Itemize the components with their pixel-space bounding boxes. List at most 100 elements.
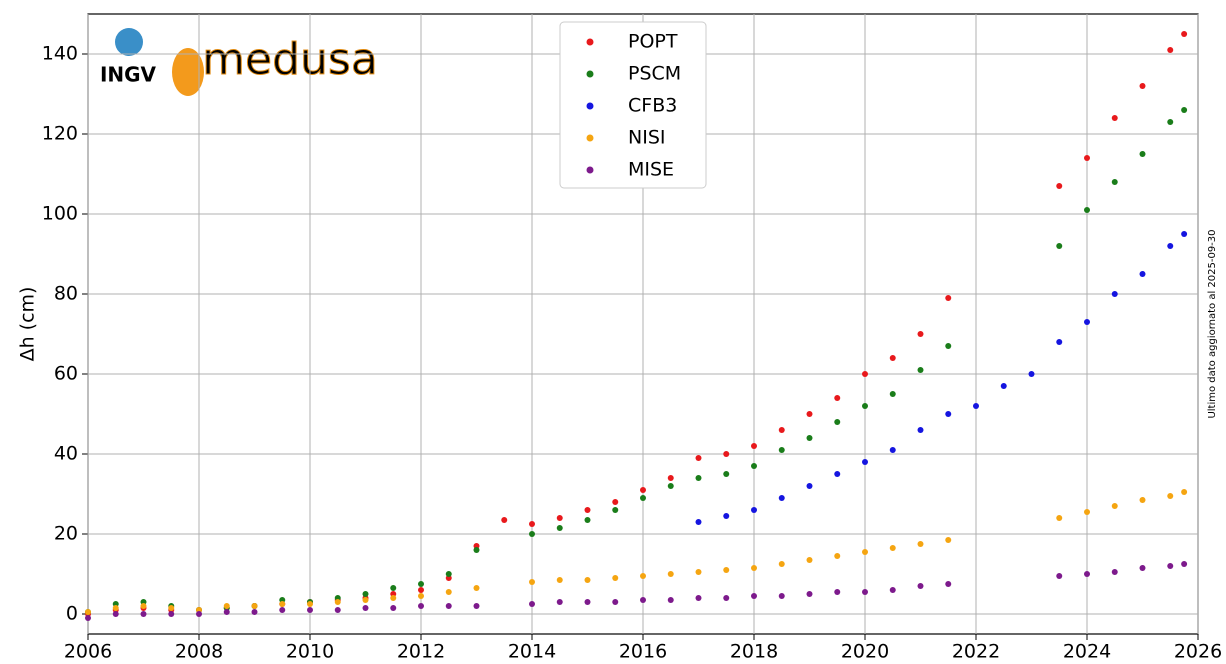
point xyxy=(362,605,369,611)
point xyxy=(695,519,702,525)
point xyxy=(806,557,813,563)
point xyxy=(1167,119,1174,125)
point xyxy=(723,567,730,573)
point xyxy=(945,343,952,349)
point xyxy=(1111,179,1118,185)
series xyxy=(85,107,1188,615)
point xyxy=(1181,31,1188,37)
point xyxy=(1167,493,1174,499)
point xyxy=(1028,371,1035,377)
point xyxy=(806,483,813,489)
point xyxy=(1084,509,1090,515)
y-axis-label: Δh (cm) xyxy=(17,287,39,362)
point xyxy=(307,601,313,607)
point xyxy=(640,487,646,493)
point xyxy=(1084,155,1090,161)
point xyxy=(834,553,841,559)
point xyxy=(862,371,868,377)
point xyxy=(529,579,535,585)
point xyxy=(612,599,619,605)
point xyxy=(279,601,286,607)
point xyxy=(418,587,424,593)
point xyxy=(778,593,785,599)
point xyxy=(501,517,508,523)
legend-box xyxy=(559,21,707,189)
point xyxy=(85,615,91,621)
legend-label: MISE xyxy=(628,159,674,181)
legend-label: NISI xyxy=(628,127,665,149)
point xyxy=(806,411,813,417)
x-tick-label: 2018 xyxy=(730,641,778,663)
point xyxy=(695,595,702,601)
point xyxy=(778,495,785,501)
point xyxy=(418,581,424,587)
point xyxy=(140,611,147,617)
logo-text: INGV xyxy=(100,63,157,87)
y-tick-label: 60 xyxy=(54,363,78,385)
point xyxy=(806,435,813,441)
series xyxy=(695,231,1188,525)
x-tick-label: 2008 xyxy=(175,641,223,663)
point xyxy=(473,547,480,553)
point xyxy=(1056,573,1063,579)
point xyxy=(778,561,785,567)
legend-marker xyxy=(586,70,594,78)
point xyxy=(556,577,563,583)
y-tick-label: 20 xyxy=(54,523,78,545)
point xyxy=(862,589,868,595)
point xyxy=(612,575,619,581)
x-tick-label: 2016 xyxy=(619,641,667,663)
point xyxy=(751,463,757,469)
point xyxy=(1111,115,1118,121)
point xyxy=(1139,83,1146,89)
point xyxy=(640,597,646,603)
point xyxy=(723,595,730,601)
point xyxy=(695,475,702,481)
point xyxy=(334,607,341,613)
point xyxy=(85,609,91,615)
x-tick-label: 2022 xyxy=(952,641,1000,663)
point xyxy=(862,549,868,555)
point xyxy=(196,611,202,617)
point xyxy=(112,605,119,611)
annotation: Ultimo dato aggiornato al 2025-09-30 xyxy=(1207,229,1218,418)
point xyxy=(1084,319,1090,325)
point xyxy=(834,471,841,477)
point xyxy=(307,607,313,613)
logo-jellyfish xyxy=(172,48,204,96)
point xyxy=(917,541,924,547)
point xyxy=(612,507,619,513)
point xyxy=(556,599,563,605)
point xyxy=(251,603,258,609)
point xyxy=(751,507,757,513)
point xyxy=(445,603,452,609)
point xyxy=(751,443,757,449)
point xyxy=(445,589,452,595)
point xyxy=(751,565,757,571)
point xyxy=(945,295,952,301)
point xyxy=(751,593,757,599)
point xyxy=(778,427,785,433)
point xyxy=(168,611,175,617)
point xyxy=(723,451,730,457)
point xyxy=(556,525,563,531)
y-tick-label: 100 xyxy=(42,203,78,225)
point xyxy=(556,515,563,521)
point xyxy=(334,599,341,605)
point xyxy=(612,499,619,505)
point xyxy=(1139,565,1146,571)
point xyxy=(889,545,896,551)
legend-label: POPT xyxy=(628,31,678,53)
point xyxy=(945,411,952,417)
point xyxy=(279,607,286,613)
point xyxy=(973,403,979,409)
series xyxy=(85,561,1188,621)
point xyxy=(667,571,674,577)
y-tick-label: 120 xyxy=(42,123,78,145)
point xyxy=(1056,339,1063,345)
point xyxy=(584,507,591,513)
point xyxy=(473,603,480,609)
series xyxy=(85,489,1188,615)
point xyxy=(889,355,896,361)
point xyxy=(834,589,841,595)
